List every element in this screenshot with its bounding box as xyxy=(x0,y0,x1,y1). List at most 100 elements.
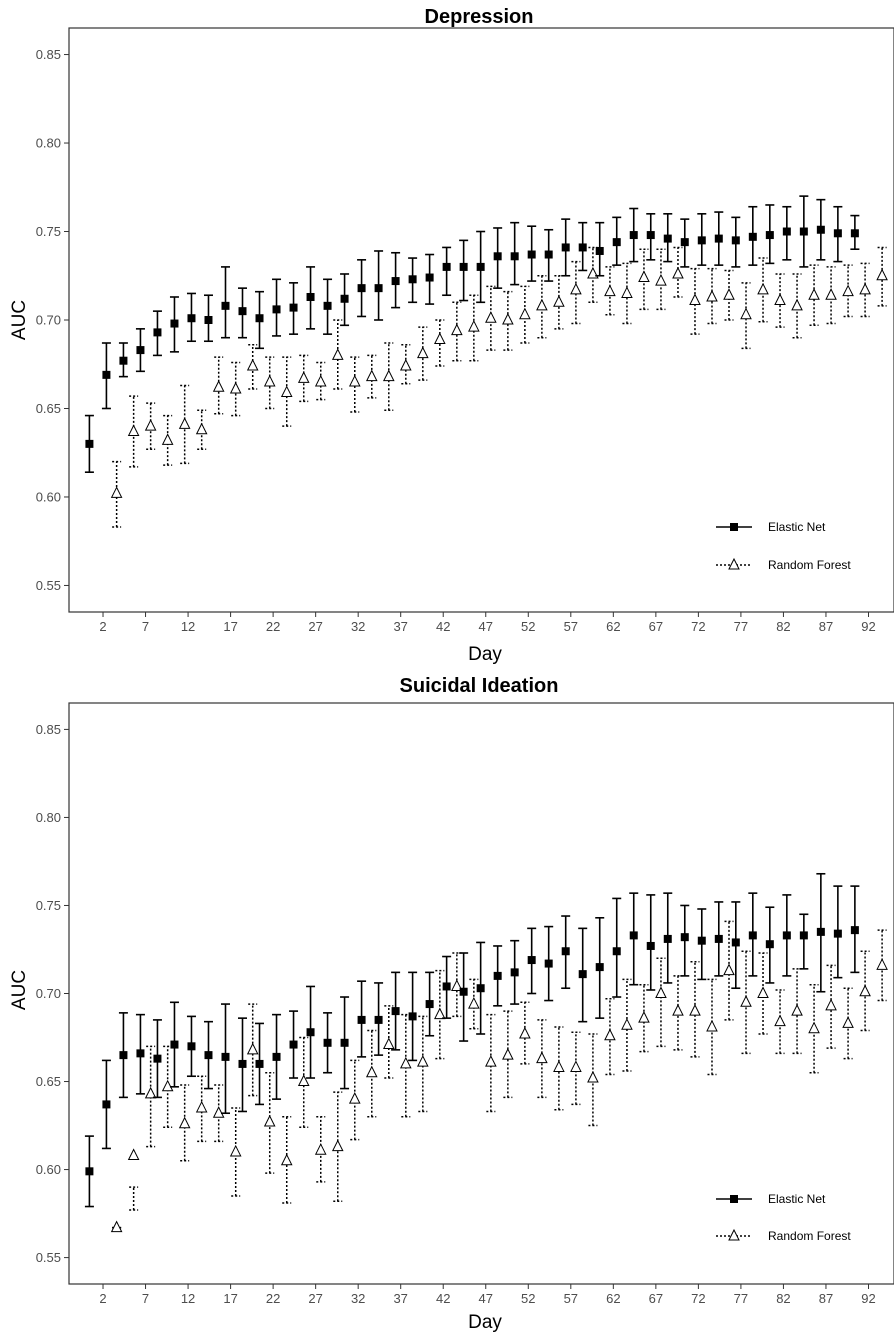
en-point xyxy=(765,940,774,949)
rf-point xyxy=(314,1143,327,1155)
y-tick-label: 0.60 xyxy=(36,1162,61,1177)
en-point xyxy=(102,370,111,379)
x-tick-label: 37 xyxy=(393,1291,407,1306)
rf-point xyxy=(842,1016,854,1028)
rf-point xyxy=(382,369,395,382)
x-tick-label: 87 xyxy=(819,619,833,634)
legend-key-square xyxy=(730,1195,738,1203)
x-tick-label: 67 xyxy=(649,619,663,634)
en-point xyxy=(527,956,536,965)
chart-title: Suicidal Ideation xyxy=(400,675,559,697)
y-tick-label: 0.70 xyxy=(36,986,61,1001)
rf-point xyxy=(570,282,582,295)
en-point xyxy=(782,227,791,236)
x-tick-label: 12 xyxy=(181,1291,195,1306)
x-tick-label: 87 xyxy=(819,1291,833,1306)
en-point xyxy=(153,1054,162,1063)
rf-point xyxy=(280,1153,293,1166)
rf-point xyxy=(672,1003,684,1016)
en-point xyxy=(629,931,638,940)
en-point xyxy=(561,947,570,956)
en-point xyxy=(612,947,621,956)
rf-point xyxy=(791,298,803,311)
depression-panel: Depression 0.550.600.650.700.750.800.85 … xyxy=(9,6,894,665)
en-point xyxy=(204,1051,213,1060)
en-point xyxy=(187,1042,196,1051)
rf-point xyxy=(212,1106,225,1118)
en-point xyxy=(204,316,213,324)
en-point xyxy=(289,303,298,312)
rf-point xyxy=(553,295,565,307)
en-point xyxy=(136,346,145,355)
random-forest-series xyxy=(110,246,888,528)
rf-point xyxy=(774,1014,786,1027)
rf-point xyxy=(774,293,786,306)
y-axis: 0.55 0.60 0.65 0.70 0.75 0.80 0.85 xyxy=(36,47,69,593)
rf-point xyxy=(723,963,735,976)
rf-point xyxy=(451,323,463,336)
y-tick-label: 0.80 xyxy=(36,810,61,825)
rf-point xyxy=(757,986,769,998)
rf-point xyxy=(570,1060,582,1072)
rf-point xyxy=(399,1056,412,1069)
x-tick-label: 2 xyxy=(99,1291,106,1306)
en-point xyxy=(221,301,230,310)
rf-point xyxy=(468,996,480,1009)
en-point xyxy=(119,356,128,365)
x-tick-label: 12 xyxy=(181,619,195,634)
en-point xyxy=(578,970,587,979)
chart-title: Depression xyxy=(425,6,534,28)
rf-point xyxy=(859,984,871,997)
en-point xyxy=(799,227,808,236)
x-tick-label: 2 xyxy=(99,619,106,634)
en-point xyxy=(748,931,757,940)
rf-point xyxy=(519,1026,531,1039)
rf-point xyxy=(825,998,837,1011)
x-tick-label: 92 xyxy=(861,1291,875,1306)
en-point xyxy=(357,284,366,293)
en-point xyxy=(187,314,196,323)
rf-point xyxy=(434,332,446,344)
y-axis-label: AUC xyxy=(9,300,30,340)
rf-point xyxy=(229,381,242,394)
rf-point xyxy=(399,358,412,371)
en-point xyxy=(306,1028,315,1037)
y-tick-label: 0.55 xyxy=(36,1250,61,1265)
en-point xyxy=(272,305,281,314)
x-tick-label: 52 xyxy=(521,619,535,634)
y-tick-label: 0.65 xyxy=(36,1074,61,1089)
rf-point xyxy=(229,1144,242,1157)
x-tick-label: 57 xyxy=(564,619,578,634)
rf-point xyxy=(502,312,514,325)
en-point xyxy=(544,959,553,968)
x-axis-label: Day xyxy=(468,644,502,665)
y-tick-label: 0.70 xyxy=(36,313,61,328)
en-point xyxy=(510,968,519,977)
y-tick-label: 0.75 xyxy=(36,898,61,913)
rf-point xyxy=(876,268,888,281)
rf-point xyxy=(365,1065,378,1078)
rf-point xyxy=(365,369,378,382)
en-point xyxy=(289,1040,298,1049)
en-point xyxy=(170,319,179,328)
rf-point xyxy=(382,1037,395,1050)
en-point xyxy=(442,262,451,271)
legend-label: Random Forest xyxy=(768,558,851,572)
rf-point xyxy=(587,1070,599,1083)
rf-point xyxy=(706,289,718,302)
en-point xyxy=(629,231,638,240)
x-tick-label: 7 xyxy=(142,1291,149,1306)
rf-point xyxy=(638,1011,650,1023)
rf-point xyxy=(536,298,548,311)
rf-point xyxy=(212,380,225,392)
x-tick-label: 62 xyxy=(606,1291,620,1306)
rf-point xyxy=(451,979,463,991)
en-point xyxy=(459,987,468,996)
en-point xyxy=(136,1049,145,1058)
rf-point xyxy=(502,1048,514,1060)
legend: Elastic Net Random Forest xyxy=(716,520,851,572)
rf-point xyxy=(655,273,667,286)
x-axis-label: Day xyxy=(468,1312,502,1333)
rf-point xyxy=(536,1051,548,1064)
